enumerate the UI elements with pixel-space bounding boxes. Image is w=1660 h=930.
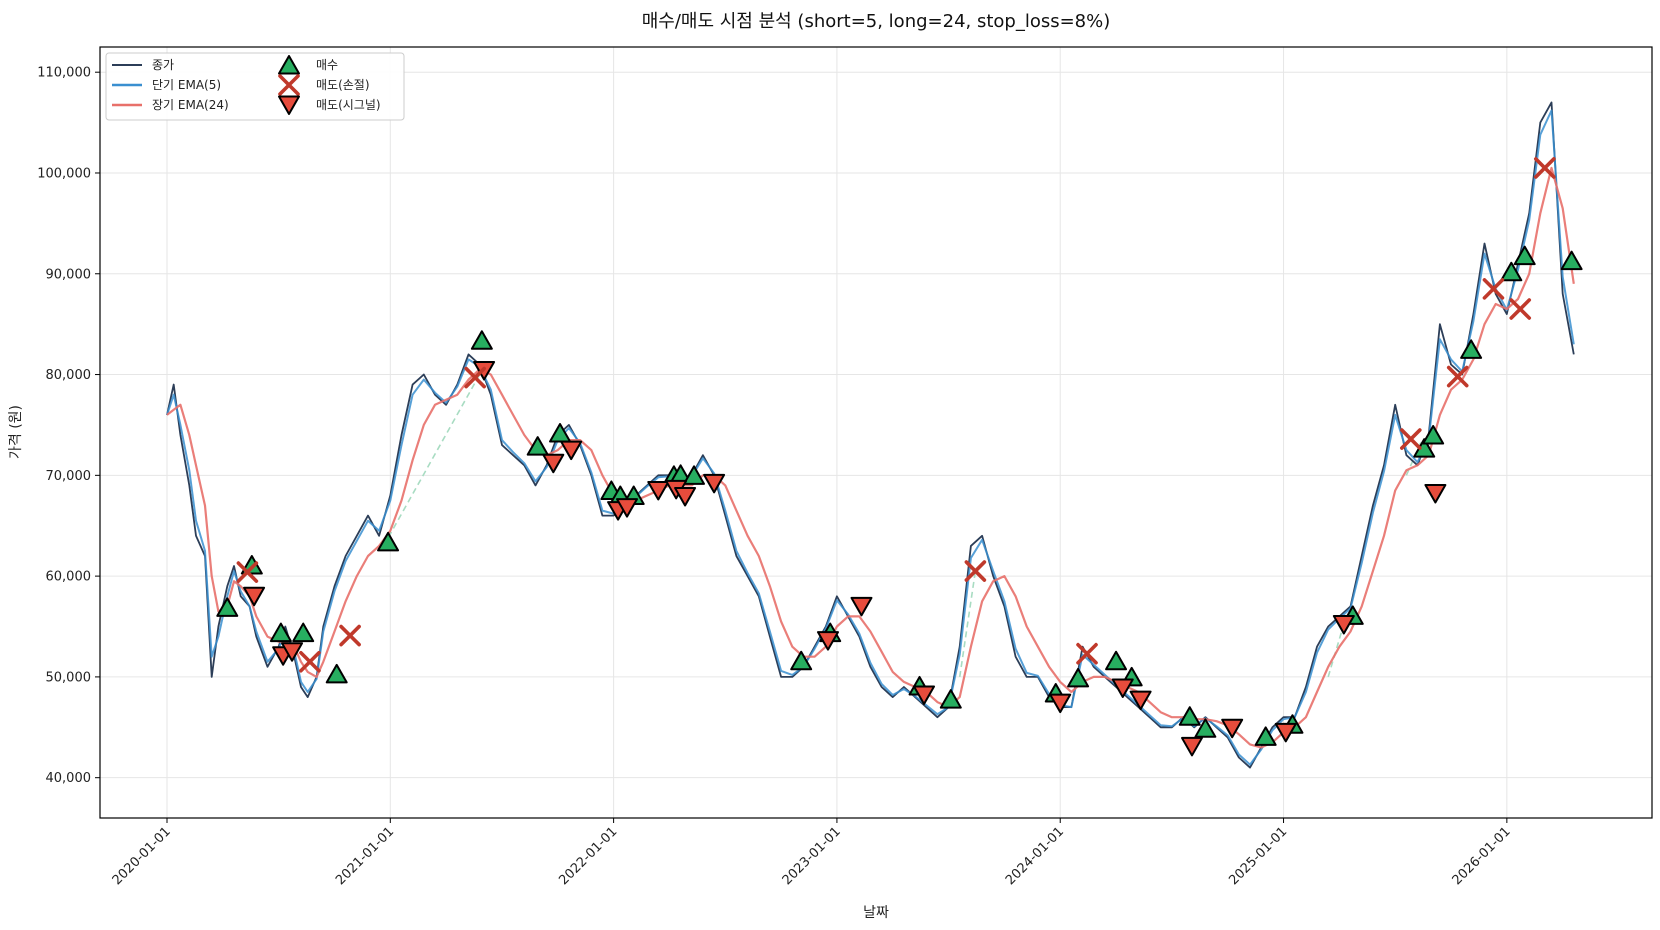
- sell-signal-marker: [1424, 483, 1447, 504]
- sell-stop-stroke: [1076, 642, 1098, 665]
- legend: 종가 단기 EMA(5) 장기 EMA(24) 매수 매도(손절) 매도(시그널…: [105, 52, 405, 121]
- legend-sell-stop-cross: [278, 74, 300, 96]
- x-axis-title: 날짜: [863, 905, 889, 921]
- sell-signal-marker: [1129, 690, 1152, 711]
- y-tick-label: 90,000: [46, 267, 92, 282]
- sell-signal-marker: [616, 498, 639, 518]
- sell-stop-stroke: [464, 366, 486, 389]
- sell-signal-marker: [1180, 736, 1203, 757]
- buy-marker: [1254, 726, 1277, 746]
- buy-marker: [470, 330, 493, 350]
- buy-marker: [683, 465, 706, 485]
- sell-signal-marker: [560, 440, 583, 461]
- sell-signal-marker: [674, 486, 697, 507]
- sell-signal-marker: [1274, 722, 1297, 743]
- sell-stop-stroke: [1400, 428, 1422, 450]
- legend-close-label: 종가: [152, 58, 174, 72]
- sell-signal-marker: [647, 480, 670, 501]
- ema-long-line: [166, 166, 1575, 749]
- sell-signal-marker: [1332, 614, 1355, 635]
- sell-signal-marker: [281, 642, 304, 662]
- sell-signal-marker: [816, 631, 839, 651]
- buy-marker: [1460, 339, 1483, 359]
- buy-marker: [216, 597, 239, 617]
- buy-marker: [790, 650, 813, 671]
- y-tick-label: 40,000: [46, 771, 92, 786]
- sell-signal-marker: [850, 596, 873, 617]
- sell-stop-marker: [1400, 428, 1422, 450]
- sell-stop-stroke: [1482, 278, 1505, 300]
- sell-stop-marker: [299, 650, 321, 673]
- series-layer: [166, 101, 1575, 769]
- y-tick-label: 100,000: [37, 166, 91, 181]
- buy-marker: [377, 531, 400, 552]
- sell-signal-marker: [703, 473, 726, 494]
- sell-signal-marker: [542, 453, 565, 474]
- sell-signal-marker: [243, 586, 266, 607]
- legend-sell-signal-label: 매도(시그널): [316, 98, 381, 112]
- legend-buy-triangle: [278, 55, 300, 75]
- sell-stop-stroke: [1446, 365, 1469, 388]
- y-tick-label: 110,000: [37, 66, 91, 81]
- buy-marker: [1105, 650, 1128, 671]
- marker-layer: [216, 157, 1583, 757]
- legend-sell-stop-marker: [278, 74, 300, 96]
- holding-segment: [958, 570, 977, 678]
- sell-stop-marker: [464, 366, 486, 389]
- buy-marker: [269, 622, 292, 643]
- sell-stop-stroke: [339, 624, 361, 647]
- buy-marker: [1067, 667, 1090, 688]
- buy-marker: [939, 689, 962, 709]
- sell-stop-stroke: [964, 560, 987, 582]
- y-axis-title: 가격 (원): [8, 405, 24, 459]
- buy-marker: [1178, 706, 1201, 726]
- sell-signal-marker: [1221, 718, 1244, 739]
- y-tick-label: 60,000: [46, 570, 92, 585]
- buy-marker: [325, 663, 348, 684]
- legend-sell-stop-label: 매도(손절): [316, 78, 370, 92]
- legend-ema-long-label: 장기 EMA(24): [152, 98, 229, 112]
- sell-signal-marker: [1111, 678, 1134, 698]
- sell-stop-marker: [1446, 365, 1469, 388]
- legend-sell-signal-triangle: [278, 95, 300, 115]
- sell-stop-stroke: [1509, 298, 1532, 320]
- plot-frame: [99, 46, 1653, 819]
- buy-marker: [1422, 425, 1445, 445]
- holding-segment: [382, 374, 481, 547]
- buy-marker: [549, 423, 572, 443]
- buy-marker: [292, 622, 315, 643]
- chart-title: 매수/매도 시점 분석 (short=5, long=24, stop_loss…: [642, 11, 1111, 32]
- sell-stop-stroke: [1534, 157, 1556, 179]
- legend-ema-short-label: 단기 EMA(5): [152, 78, 221, 92]
- buy-marker: [1560, 250, 1583, 271]
- legend-box: [105, 52, 405, 121]
- y-tick-label: 50,000: [46, 670, 92, 685]
- close-price-line: [166, 101, 1575, 769]
- sell-stop-marker: [339, 624, 361, 647]
- sell-stop-stroke: [299, 650, 321, 673]
- y-tick-label: 70,000: [46, 469, 92, 484]
- legend-buy-label: 매수: [316, 58, 338, 72]
- sell-stop-marker: [1482, 278, 1505, 300]
- sell-stop-marker: [236, 561, 259, 583]
- sell-stop-marker: [1509, 298, 1532, 320]
- sell-stop-marker: [964, 560, 987, 582]
- buy-marker: [1513, 245, 1536, 266]
- sell-stop-marker: [1534, 157, 1556, 179]
- buy-marker: [1500, 261, 1523, 282]
- sell-signal-marker: [913, 685, 936, 706]
- grid-layer: [100, 47, 1652, 818]
- legend-buy-marker: [278, 55, 300, 75]
- y-tick-label: 80,000: [46, 368, 92, 383]
- sell-stop-stroke: [278, 74, 300, 96]
- sell-stop-stroke: [236, 561, 259, 583]
- buy-marker: [526, 436, 549, 456]
- legend-sell-signal-marker: [278, 95, 300, 115]
- sell-signal-marker: [1049, 693, 1072, 714]
- ema-short-line: [166, 109, 1575, 766]
- buy-marker: [1194, 718, 1217, 738]
- sell-stop-marker: [1076, 642, 1098, 665]
